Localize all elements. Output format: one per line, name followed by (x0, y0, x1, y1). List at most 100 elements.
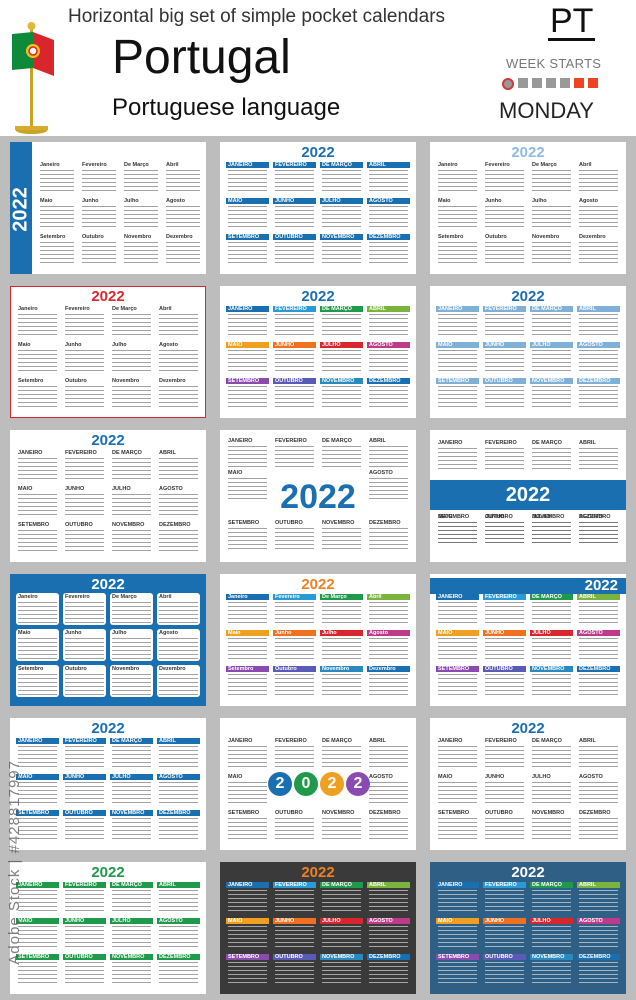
month-day-grid (532, 674, 571, 696)
month-day-grid (112, 386, 151, 408)
month-name: De Março (112, 593, 137, 600)
month-name: Junho (82, 197, 99, 204)
year-side-band (10, 142, 32, 274)
calendar-grid: 2022 Janeiro Fevereiro De Março Abril Maio Jun… (0, 136, 636, 1000)
month-name: Junho (485, 197, 502, 204)
month-day-grid (275, 242, 314, 264)
month-header-bar (483, 954, 526, 960)
year-digit-circle: 2 (320, 772, 344, 796)
month-day-grid (65, 746, 104, 768)
month-name: DE MARÇO (532, 881, 562, 888)
month-name: FEVEREIRO (65, 881, 97, 888)
month-day-grid (159, 782, 198, 804)
month-header-bar (226, 306, 269, 312)
pocket-calendar-card: 2022 JANEIRO FEVEREIRO DE MARÇO ABRIL MAIO JUN… (430, 862, 626, 994)
month-name: Junho (275, 629, 292, 636)
country-title: Portugal (112, 31, 291, 84)
month-name: SETEMBRO (438, 513, 470, 520)
month-day-grid (532, 926, 571, 948)
month-name: Julho (112, 341, 127, 348)
month-name: Outubro (275, 665, 297, 672)
month-name: AGOSTO (579, 513, 603, 520)
month-name: SETEMBRO (228, 809, 260, 816)
month-header-bar (436, 630, 479, 636)
month-day-grid (18, 350, 57, 372)
month-day-grid (322, 962, 361, 984)
month-name: Novembro (112, 665, 140, 672)
month-header-bar (320, 666, 363, 672)
month-header-bar (367, 918, 410, 924)
watermark: Adobe Stock | #428817997 (6, 760, 23, 965)
month-name: NOVEMBRO (532, 953, 565, 960)
month-day-grid (369, 926, 408, 948)
month-name: Julho (322, 629, 337, 636)
month-day-grid (532, 448, 571, 470)
month-name: JULHO (532, 513, 551, 520)
month-day-grid (579, 638, 618, 660)
month-header-bar (367, 666, 410, 672)
pocket-calendar-card: 2022 JANEIRO FEVEREIRO DE MARÇO ABRIL MAIO JUN… (220, 142, 416, 274)
calendar-year-title: 2022 (584, 577, 618, 594)
month-name: MAIO (18, 773, 33, 780)
month-day-grid (18, 458, 57, 480)
month-header-bar (483, 594, 526, 600)
month-day-grid (18, 926, 57, 948)
month-day-grid (18, 530, 57, 552)
month-name: Setembro (228, 665, 254, 672)
pocket-calendar-card: 2022 JANEIRO FEVEREIRO DE MARÇO ABRIL MAIO JUN… (10, 862, 206, 994)
month-day-grid (275, 818, 314, 840)
month-day-grid (18, 602, 57, 624)
month-name: JUNHO (485, 773, 505, 780)
month-day-grid (166, 170, 200, 192)
month-name: Outubro (65, 377, 87, 384)
month-header-bar (273, 666, 316, 672)
calendar-year-title: 2022 (301, 144, 335, 161)
country-code: PT (548, 2, 596, 41)
month-day-grid (438, 242, 477, 264)
month-header-bar (157, 738, 200, 744)
month-header-bar (320, 342, 363, 348)
month-name: ABRIL (369, 737, 386, 744)
month-header-bar (483, 666, 526, 672)
month-day-grid (275, 314, 314, 336)
language-label: Portuguese language (112, 94, 341, 121)
month-day-grid (369, 350, 408, 372)
month-name: JULHO (532, 917, 551, 924)
selected-day-icon (502, 78, 514, 90)
month-day-grid (322, 674, 361, 696)
month-day-grid (438, 206, 477, 228)
month-day-grid (82, 242, 116, 264)
month-day-grid (485, 674, 524, 696)
month-name: Agosto (166, 197, 185, 204)
calendar-year-title: 2022 (301, 864, 335, 881)
year-digit-circle: 0 (294, 772, 318, 796)
month-header-bar (483, 882, 526, 888)
month-day-grid (322, 350, 361, 372)
month-header-bar (367, 630, 410, 636)
month-day-grid (65, 962, 104, 984)
month-day-grid (485, 746, 524, 768)
month-day-grid (228, 674, 267, 696)
month-day-grid (322, 818, 361, 840)
calendar-year-title: 2022 (511, 144, 545, 161)
month-day-grid (485, 890, 524, 912)
month-header-bar (577, 342, 620, 348)
month-day-grid (438, 522, 477, 544)
month-name: DEZEMBRO (579, 665, 611, 672)
month-day-grid (438, 782, 477, 804)
month-name: OUTUBRO (485, 809, 513, 816)
month-day-grid (228, 350, 267, 372)
month-header-bar (110, 954, 153, 960)
month-name: JUNHO (485, 917, 505, 924)
month-name: JUNHO (65, 485, 85, 492)
month-name: JUNHO (485, 629, 505, 636)
month-header-bar (110, 738, 153, 744)
month-day-grid (275, 206, 314, 228)
month-day-grid (65, 926, 104, 948)
month-name: Outubro (82, 233, 104, 240)
month-day-grid (438, 448, 477, 470)
month-name: MAIO (228, 917, 243, 924)
month-name: Dezembro (166, 233, 193, 240)
month-name: Janeiro (438, 161, 458, 168)
month-header-bar (16, 882, 59, 888)
